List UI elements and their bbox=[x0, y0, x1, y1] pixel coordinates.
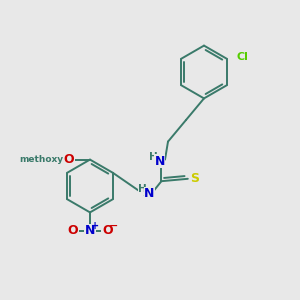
Text: O: O bbox=[64, 153, 74, 166]
Text: −: − bbox=[109, 221, 119, 231]
Text: +: + bbox=[91, 221, 100, 231]
Text: H: H bbox=[138, 184, 147, 194]
Text: methoxy: methoxy bbox=[19, 155, 64, 164]
Text: Cl: Cl bbox=[236, 52, 248, 62]
Text: S: S bbox=[190, 172, 199, 185]
Text: N: N bbox=[154, 154, 165, 168]
Text: H: H bbox=[149, 152, 158, 162]
Text: N: N bbox=[85, 224, 95, 238]
Text: O: O bbox=[67, 224, 78, 238]
Text: O: O bbox=[102, 224, 113, 238]
Text: N: N bbox=[144, 187, 154, 200]
